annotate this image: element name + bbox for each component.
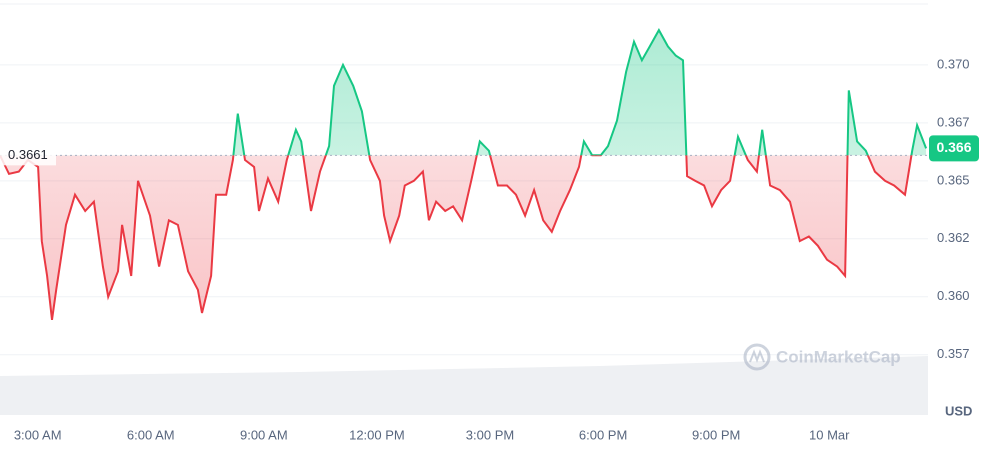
x-tick-label: 6:00 PM (579, 427, 627, 442)
x-tick-label: 3:00 AM (14, 427, 62, 442)
x-tick-label: 6:00 AM (127, 427, 175, 442)
y-tick-label: 0.370 (937, 56, 970, 71)
price-line-down (0, 155, 913, 321)
baseline-label: 0.3661 (8, 147, 48, 162)
y-tick-label: 0.362 (937, 230, 970, 245)
x-tick-label: 3:00 PM (466, 427, 514, 442)
baseline-label-bg (0, 145, 56, 166)
y-tick-label: 0.357 (937, 346, 970, 361)
x-tick-label: 10 Mar (809, 427, 850, 442)
volume-backdrop (0, 356, 928, 415)
y-tick-label: 0.365 (937, 172, 970, 187)
area-down (0, 155, 912, 320)
watermark: CoinMarketCap (743, 343, 901, 371)
current-price-badge (929, 135, 979, 162)
x-tick-label: 12:00 PM (349, 427, 405, 442)
x-tick-label: 9:00 PM (692, 427, 740, 442)
plot (0, 28, 928, 321)
y-tick-label: 0.367 (937, 114, 970, 129)
currency-label: USD (945, 403, 972, 418)
x-tick-label: 9:00 AM (240, 427, 288, 442)
current-price-label: 0.366 (936, 139, 971, 155)
watermark-text: CoinMarketCap (776, 347, 901, 366)
y-tick-label: 0.360 (937, 288, 970, 303)
price-line-up (0, 28, 928, 156)
